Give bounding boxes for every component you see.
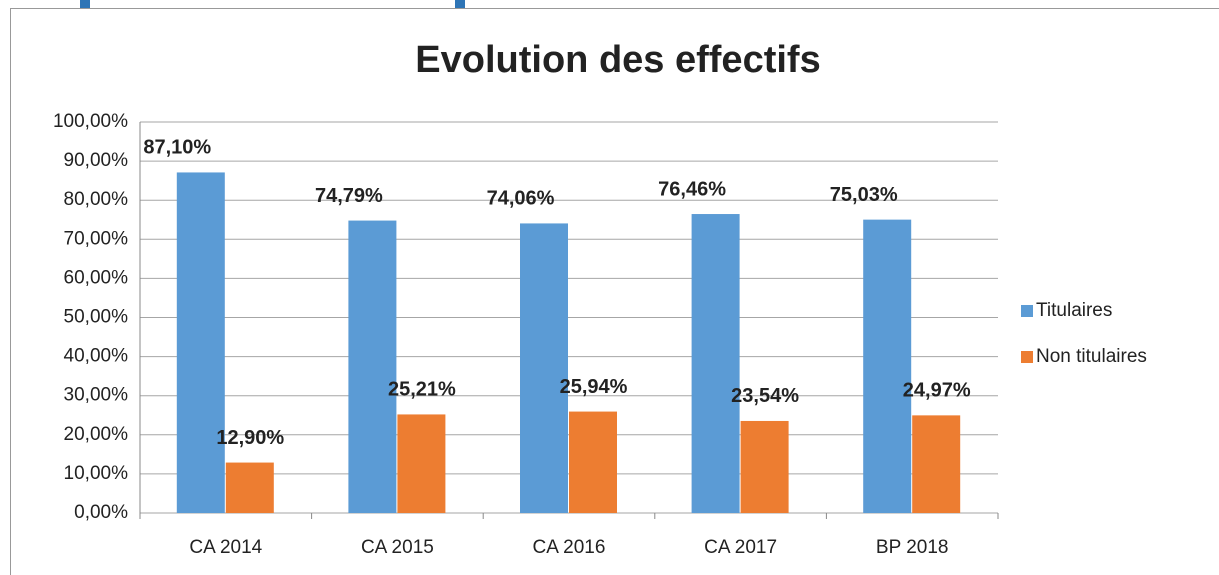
legend-swatch (1021, 351, 1033, 363)
y-tick-label: 80,00% (64, 189, 129, 210)
x-tick-label: CA 2016 (533, 537, 606, 558)
y-tick-label: 20,00% (64, 424, 129, 445)
y-tick-label: 10,00% (64, 463, 129, 484)
x-tick-label: CA 2017 (704, 537, 777, 558)
data-label: 25,21% (388, 379, 456, 401)
decoration (80, 0, 90, 8)
y-tick-label: 50,00% (64, 307, 129, 328)
bar (348, 220, 397, 513)
y-tick-label: 70,00% (64, 228, 129, 249)
bar (912, 415, 961, 513)
data-label: 25,94% (560, 376, 628, 398)
data-label: 23,54% (731, 385, 799, 407)
data-label: 74,06% (487, 188, 555, 210)
data-label: 76,46% (658, 178, 726, 200)
data-label: 24,97% (903, 380, 971, 402)
data-label: 87,10% (143, 137, 211, 159)
y-tick-label: 60,00% (64, 267, 129, 288)
x-tick-label: BP 2018 (876, 537, 949, 558)
bar (176, 172, 225, 513)
x-tick-label: CA 2015 (361, 537, 434, 558)
y-tick-label: 30,00% (64, 385, 129, 406)
bar (397, 414, 446, 513)
y-tick-label: 90,00% (64, 150, 129, 171)
y-tick-label: 100,00% (53, 111, 128, 132)
data-label: 12,90% (216, 427, 284, 449)
data-label: 75,03% (830, 184, 898, 206)
legend-swatch (1021, 305, 1033, 317)
bar (225, 462, 274, 513)
x-tick-label: CA 2014 (189, 537, 262, 558)
bar (691, 214, 740, 514)
bar (569, 411, 617, 513)
legend-label: Titulaires (1036, 300, 1112, 321)
decoration (455, 0, 465, 8)
legend-label: Non titulaires (1036, 346, 1147, 367)
chart-frame (10, 8, 1219, 575)
y-tick-label: 0,00% (74, 502, 128, 523)
y-tick-label: 40,00% (64, 346, 129, 367)
bar (520, 223, 568, 513)
bar (863, 219, 912, 514)
data-label: 74,79% (315, 185, 383, 207)
bar (740, 420, 789, 513)
chart-title: Evolution des effectifs (415, 39, 820, 81)
